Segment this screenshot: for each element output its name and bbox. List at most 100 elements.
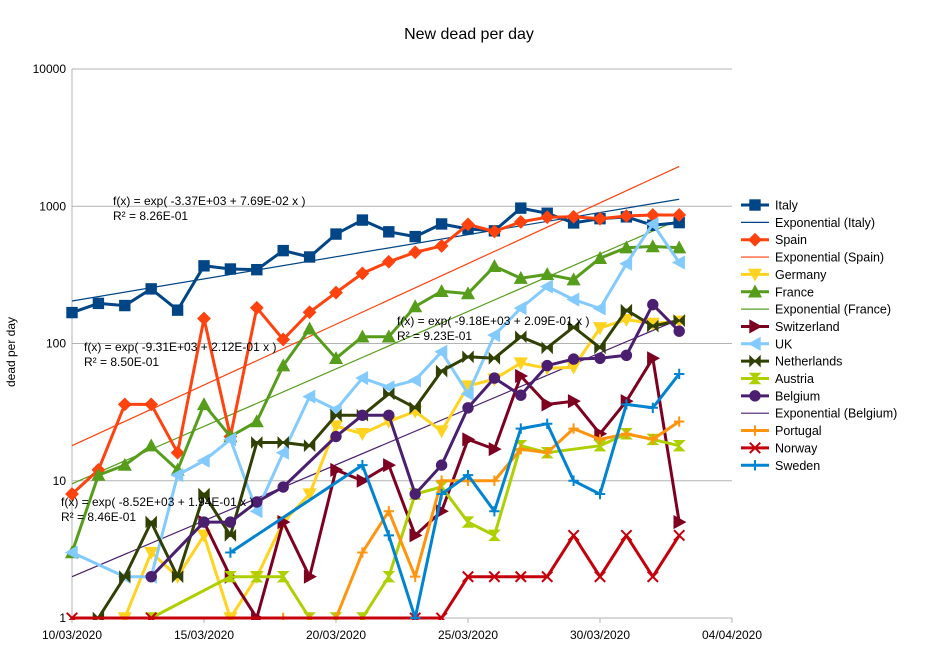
data-point-belgium xyxy=(224,516,237,528)
data-point-spain xyxy=(408,245,423,260)
series-france xyxy=(64,239,687,559)
data-point-belgium xyxy=(330,430,342,443)
chart-title: New dead per day xyxy=(404,26,534,43)
legend-item-switzerland: Switzerland xyxy=(741,319,840,334)
data-point-uk xyxy=(539,279,553,294)
data-point-belgium xyxy=(356,409,369,421)
data-point-france xyxy=(487,259,502,273)
data-point-spain xyxy=(487,224,502,239)
x-tick-label: 15/03/2020 xyxy=(174,628,234,642)
legend-marker xyxy=(749,199,761,211)
data-point-belgium xyxy=(383,409,395,421)
data-point-switzerland xyxy=(515,368,529,384)
trendline-equation: R² = 8.50E-01 xyxy=(84,355,159,369)
data-point-spain xyxy=(170,445,185,460)
legend-item-portugal: Portugal xyxy=(741,424,822,438)
legend-label: UK xyxy=(775,337,793,351)
data-point-italy xyxy=(171,304,184,316)
legend-marker xyxy=(749,460,761,471)
legend-label: Exponential (Belgium) xyxy=(775,407,897,421)
legend-label: Exponential (Italy) xyxy=(775,216,875,230)
data-point-portugal xyxy=(410,571,421,582)
data-series xyxy=(64,202,687,620)
data-point-switzerland xyxy=(383,458,397,473)
data-point-belgium xyxy=(594,352,606,365)
series-line-sweden xyxy=(229,372,681,620)
data-point-portugal xyxy=(383,505,394,517)
data-point-germany xyxy=(434,425,449,439)
data-point-france xyxy=(592,250,608,264)
y-axis-ticks: 10000 1000 100 10 1 xyxy=(33,62,67,625)
legend-item-netherlands: Netherlands xyxy=(741,355,842,369)
data-point-france xyxy=(619,240,634,254)
legend-marker xyxy=(747,336,761,351)
data-point-belgium xyxy=(198,516,210,528)
data-point-spain xyxy=(619,209,634,223)
data-point-portugal xyxy=(357,547,368,558)
legend-marker xyxy=(748,232,762,247)
data-point-netherlands xyxy=(171,570,184,584)
data-point-belgium xyxy=(620,349,633,362)
legend-marker xyxy=(749,354,761,368)
data-point-germany xyxy=(619,314,634,327)
data-point-italy xyxy=(515,202,527,214)
series-belgium xyxy=(145,298,685,583)
data-point-france xyxy=(144,438,159,452)
trendline-equation: R² = 8.46E-01 xyxy=(61,510,136,524)
data-point-spain xyxy=(434,239,449,253)
data-point-sweden xyxy=(568,475,579,486)
legend-label: Norway xyxy=(775,441,818,455)
data-point-france xyxy=(355,329,370,343)
data-point-sweden xyxy=(674,368,685,380)
data-point-norway xyxy=(594,570,606,583)
data-point-switzerland xyxy=(409,528,423,543)
y-tick-label: 10000 xyxy=(33,62,67,76)
data-point-spain xyxy=(276,332,291,347)
data-point-switzerland xyxy=(541,397,555,412)
data-point-norway xyxy=(620,529,633,542)
data-point-uk xyxy=(355,371,369,386)
data-point-belgium xyxy=(515,389,527,401)
y-tick-label: 100 xyxy=(46,337,66,351)
trendline-france xyxy=(71,219,680,485)
data-point-spain xyxy=(249,300,264,315)
data-point-italy xyxy=(66,306,78,319)
data-point-italy xyxy=(92,297,105,310)
series-sweden xyxy=(225,368,685,620)
data-point-switzerland xyxy=(647,351,661,366)
data-point-netherlands xyxy=(145,515,157,529)
data-point-switzerland xyxy=(330,462,344,477)
trendline-equation: f(x) = exp( -3.37E+03 + 7.69E-02 x ) xyxy=(113,194,305,208)
data-point-uk xyxy=(275,445,289,460)
data-point-netherlands xyxy=(119,570,131,584)
data-point-france xyxy=(566,272,581,286)
data-point-norway xyxy=(646,570,659,583)
legend-label: Belgium xyxy=(775,389,820,403)
data-point-austria xyxy=(250,570,264,583)
data-point-italy xyxy=(224,263,237,275)
data-point-france xyxy=(540,267,555,281)
data-point-france xyxy=(513,270,528,284)
data-point-uk xyxy=(460,386,474,401)
data-point-france xyxy=(460,286,476,300)
data-point-sweden xyxy=(594,488,606,500)
data-point-switzerland xyxy=(488,442,502,457)
data-point-netherlands xyxy=(594,341,606,355)
data-point-france xyxy=(672,240,687,254)
data-point-uk xyxy=(170,468,184,483)
data-point-sweden xyxy=(621,399,632,410)
data-point-italy xyxy=(383,226,395,238)
data-point-uk xyxy=(671,255,685,270)
data-point-italy xyxy=(198,260,210,272)
data-point-netherlands xyxy=(462,350,474,364)
legend-marker xyxy=(749,441,761,454)
data-point-france xyxy=(302,321,317,335)
data-point-sweden xyxy=(383,530,394,541)
legend-marker xyxy=(747,268,763,282)
data-point-germany xyxy=(592,322,608,336)
data-point-belgium xyxy=(435,459,448,471)
data-point-italy xyxy=(330,228,342,240)
data-point-netherlands xyxy=(567,320,580,334)
legend-item-france: France xyxy=(741,284,814,299)
data-point-belgium xyxy=(647,298,659,311)
